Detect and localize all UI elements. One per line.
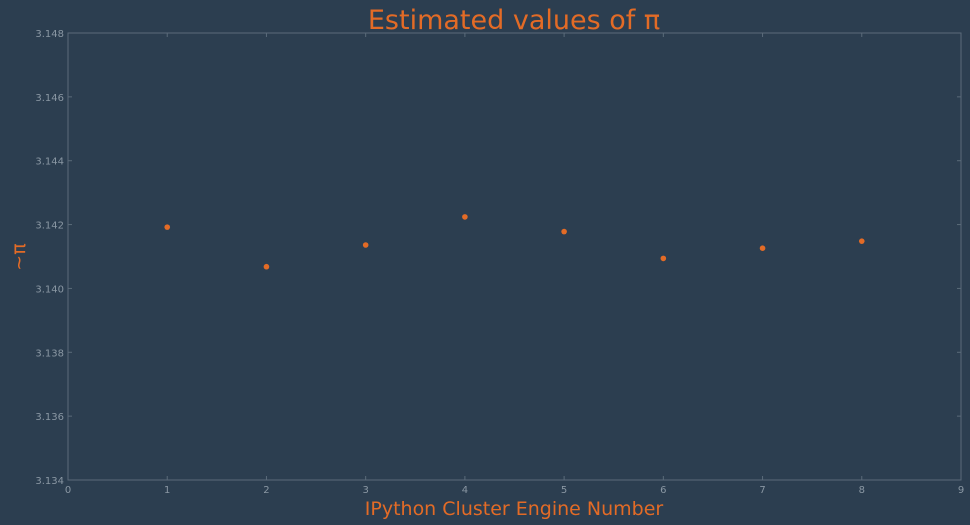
x-tick-label: 7 bbox=[759, 485, 765, 496]
x-tick-label: 4 bbox=[462, 485, 468, 496]
data-point bbox=[858, 238, 865, 244]
x-tick-label: 6 bbox=[660, 485, 666, 496]
x-axis-label: IPython Cluster Engine Number bbox=[365, 498, 664, 520]
y-tick-label: 3.136 bbox=[35, 412, 64, 423]
y-tick-label: 3.148 bbox=[35, 29, 64, 40]
y-tick-label: 3.142 bbox=[35, 221, 64, 232]
y-axis-label: ~π bbox=[8, 243, 30, 270]
data-point bbox=[561, 228, 567, 235]
x-tick-label: 3 bbox=[362, 485, 368, 496]
x-tick-label: 2 bbox=[263, 485, 269, 496]
plot-frame bbox=[67, 32, 962, 481]
data-point bbox=[759, 245, 766, 251]
y-tick-label: 3.138 bbox=[35, 348, 64, 359]
y-tick-label: 3.134 bbox=[35, 476, 64, 487]
data-point bbox=[660, 255, 667, 262]
data-point bbox=[362, 242, 369, 248]
data-point bbox=[164, 224, 171, 230]
x-tick-label: 0 bbox=[65, 485, 71, 496]
x-tick-label: 9 bbox=[958, 485, 964, 496]
data-point bbox=[263, 263, 270, 270]
x-axis: 0 1 2 3 4 5 6 7 8 9 bbox=[65, 33, 964, 496]
data-point bbox=[462, 214, 468, 220]
x-tick-label: 5 bbox=[561, 485, 567, 496]
data-points bbox=[164, 214, 865, 270]
y-tick-label: 3.146 bbox=[35, 93, 64, 104]
y-axis: 3.134 3.136 3.138 3.140 3.142 3.144 3.146 3.148 bbox=[35, 29, 961, 487]
x-tick-label: 1 bbox=[164, 485, 170, 496]
y-tick-label: 3.140 bbox=[35, 284, 64, 295]
y-tick-label: 3.144 bbox=[35, 157, 64, 168]
x-tick-label: 8 bbox=[859, 485, 865, 496]
chart-title: Estimated values of π bbox=[368, 5, 660, 36]
